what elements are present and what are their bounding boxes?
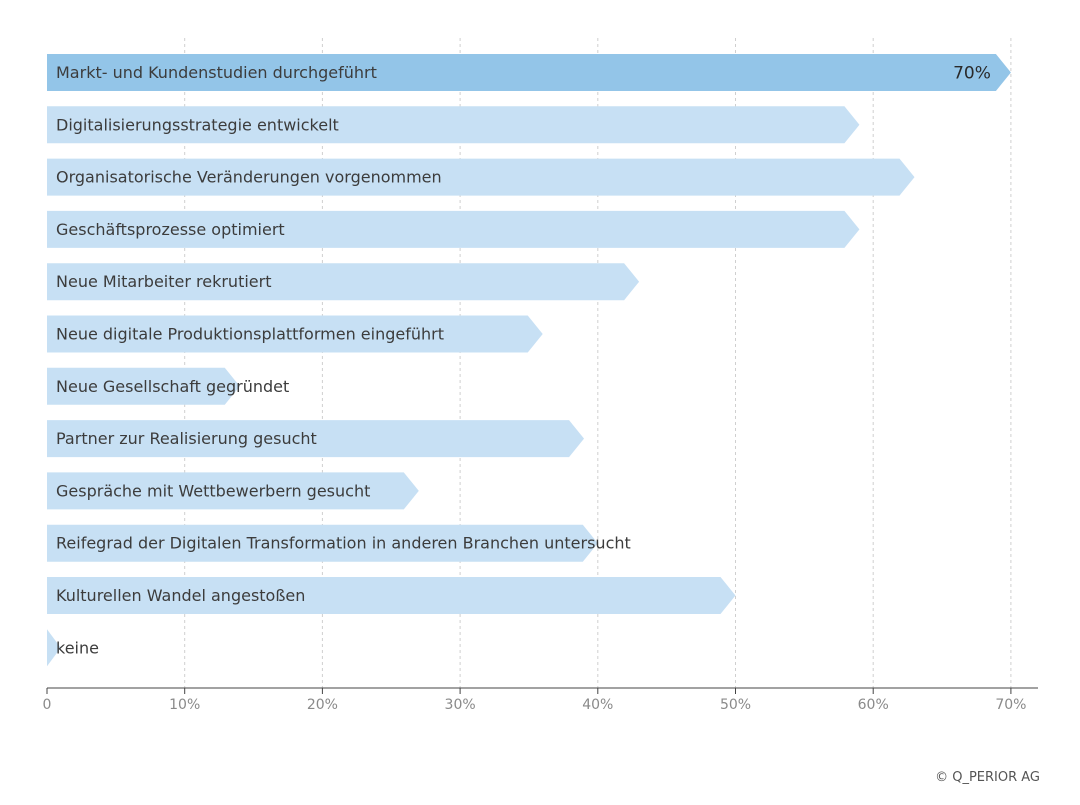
bar [47, 106, 860, 144]
bar [47, 158, 915, 196]
bar-category-label: Partner zur Realisierung gesucht [56, 429, 317, 448]
bar-category-label: Reifegrad der Digitalen Transformation i… [56, 534, 631, 553]
bar-category-label: Kulturellen Wandel angestoßen [56, 586, 305, 605]
bar [47, 263, 640, 301]
bar-category-label: Geschäftsprozesse optimiert [56, 220, 285, 239]
x-tick-label: 60% [858, 697, 889, 713]
bar-category-label: Organisatorische Veränderungen vorgenomm… [56, 168, 442, 187]
x-tick-label: 20% [307, 697, 338, 713]
x-tick-label: 10% [169, 697, 200, 713]
x-tick-label: 70% [995, 697, 1026, 713]
bar-category-label: Neue digitale Produktionsplattformen ein… [56, 325, 444, 344]
bar [47, 420, 585, 458]
x-tick-label: 30% [445, 697, 476, 713]
bar [47, 629, 61, 667]
bar [47, 367, 240, 405]
bar [47, 472, 419, 510]
bar [47, 315, 543, 353]
x-tick-label: 40% [582, 697, 613, 713]
bar-category-label: keine [56, 638, 99, 657]
x-tick-label: 0 [43, 697, 52, 713]
bar-category-label: Neue Mitarbeiter rekrutiert [56, 272, 271, 291]
bar-category-label: Gespräche mit Wettbewerbern gesucht [56, 481, 370, 500]
bar [47, 210, 860, 248]
bar-category-label: Markt- und Kundenstudien durchgeführt [56, 63, 377, 82]
bar [47, 577, 736, 614]
bar [47, 524, 598, 562]
bar-category-label: Digitalisierungsstrategie entwickelt [56, 115, 339, 134]
bar-value-label: 70% [953, 64, 991, 84]
bar [47, 54, 1011, 91]
bar-category-label: Neue Gesellschaft gegründet [56, 377, 289, 396]
copyright-notice: © Q_PERIOR AG [935, 770, 1040, 785]
x-tick-label: 50% [720, 697, 751, 713]
